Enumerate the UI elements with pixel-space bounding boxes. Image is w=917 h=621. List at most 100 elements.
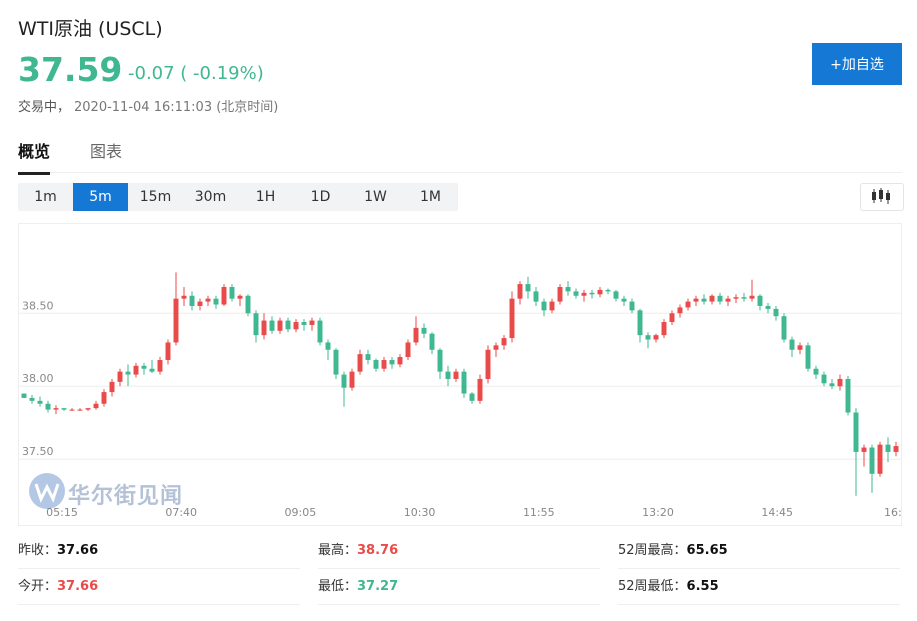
interval-selector: 1m 5m 15m 30m 1H 1D 1W 1M	[18, 183, 458, 211]
candle	[645, 332, 651, 349]
current-price: 37.59	[18, 50, 123, 89]
candle-body	[653, 335, 659, 340]
candle	[869, 444, 875, 493]
chart-frame	[18, 223, 902, 526]
candle-body	[797, 345, 803, 350]
candle-body	[829, 383, 835, 387]
candle	[165, 339, 171, 365]
candle	[461, 368, 467, 398]
tab-overview[interactable]: 概览	[18, 138, 51, 175]
interval-1mo[interactable]: 1M	[420, 189, 441, 205]
candle-body	[213, 298, 219, 305]
candle	[205, 295, 211, 306]
candle	[597, 287, 603, 298]
candle-body	[205, 298, 211, 302]
candle	[621, 295, 627, 306]
interval-1w[interactable]: 1W	[364, 189, 387, 205]
candle-body	[37, 400, 43, 404]
stat-high: 最高：38.76	[318, 533, 600, 569]
candle-body	[525, 284, 531, 292]
candle	[701, 294, 707, 305]
candle	[813, 365, 819, 379]
candle	[589, 289, 595, 299]
candle	[53, 405, 59, 414]
candle-body	[485, 349, 491, 379]
candle-body	[597, 289, 603, 295]
interval-1h[interactable]: 1H	[255, 189, 276, 205]
candle-body	[541, 301, 547, 311]
interval-1m[interactable]: 1m	[34, 189, 57, 205]
candle	[829, 378, 835, 390]
candle-body	[325, 342, 331, 350]
candle	[69, 408, 75, 412]
candle-body	[469, 393, 475, 401]
candle	[117, 368, 123, 387]
candle-body	[53, 408, 59, 410]
interval-15m[interactable]: 15m	[139, 189, 172, 205]
candle	[229, 284, 235, 302]
candle-body	[749, 295, 755, 299]
candle	[453, 368, 459, 382]
stat-label: 52周最高：	[618, 543, 687, 558]
candle-body	[565, 287, 571, 292]
chart-type-button[interactable]	[860, 183, 904, 211]
candle-body	[453, 371, 459, 379]
stat-label: 52周最低：	[618, 579, 687, 594]
candle	[413, 316, 419, 346]
candle	[357, 349, 363, 375]
candle-body	[765, 305, 771, 309]
candle-body	[117, 371, 123, 382]
candle	[141, 362, 147, 375]
interval-30m[interactable]: 30m	[194, 189, 227, 205]
candle-body	[717, 295, 723, 302]
stat-label: 最高：	[318, 543, 358, 558]
candle	[885, 437, 891, 463]
candle	[605, 288, 611, 295]
candle	[93, 400, 99, 410]
y-tick-label: 38.50	[22, 299, 54, 312]
candle-body	[277, 320, 283, 331]
candle-body	[573, 291, 579, 296]
price-change: -0.07 ( -0.19%)	[128, 63, 264, 84]
x-tick-label: 05:15	[46, 506, 78, 519]
candle	[381, 357, 387, 372]
candle-body	[101, 392, 107, 404]
candle-body	[349, 371, 355, 388]
interval-5m[interactable]: 5m	[73, 183, 128, 211]
tab-chart[interactable]: 图表	[90, 142, 123, 161]
candle	[581, 289, 587, 302]
candle-body	[789, 339, 795, 350]
candle-body	[261, 320, 267, 336]
candle	[253, 310, 259, 343]
candle	[749, 279, 755, 302]
candle-body	[293, 322, 299, 330]
x-tick-label: 07:40	[165, 506, 197, 519]
candle	[685, 298, 691, 311]
candle	[101, 389, 107, 407]
candle	[773, 305, 779, 321]
candle-body	[677, 307, 683, 314]
candle	[21, 393, 27, 398]
candle	[781, 313, 787, 343]
candle-body	[837, 378, 843, 387]
candle	[309, 317, 315, 331]
candle-body	[77, 409, 83, 411]
add-watchlist-button[interactable]: +加自选	[812, 43, 902, 85]
candle-body	[69, 409, 75, 411]
wallstreetcn-logo-icon	[29, 473, 65, 509]
candle-body	[197, 301, 203, 306]
candle-body	[477, 378, 483, 401]
candlestick-chart[interactable]: 37.50 38.00 38.50 05:15 07:40 09:05 10:30 11:55…	[18, 223, 902, 526]
candle-body	[301, 322, 307, 325]
candle-body	[509, 298, 515, 339]
x-tick-label: 14:45	[761, 506, 793, 519]
interval-1d[interactable]: 1D	[310, 189, 331, 205]
candle	[109, 378, 115, 397]
candle-body	[877, 444, 883, 474]
tab-bar: 概览 图表	[18, 138, 902, 175]
candle	[837, 374, 843, 391]
candle	[533, 287, 539, 306]
candle	[725, 295, 731, 306]
candle	[125, 364, 131, 387]
candle-body	[781, 316, 787, 340]
